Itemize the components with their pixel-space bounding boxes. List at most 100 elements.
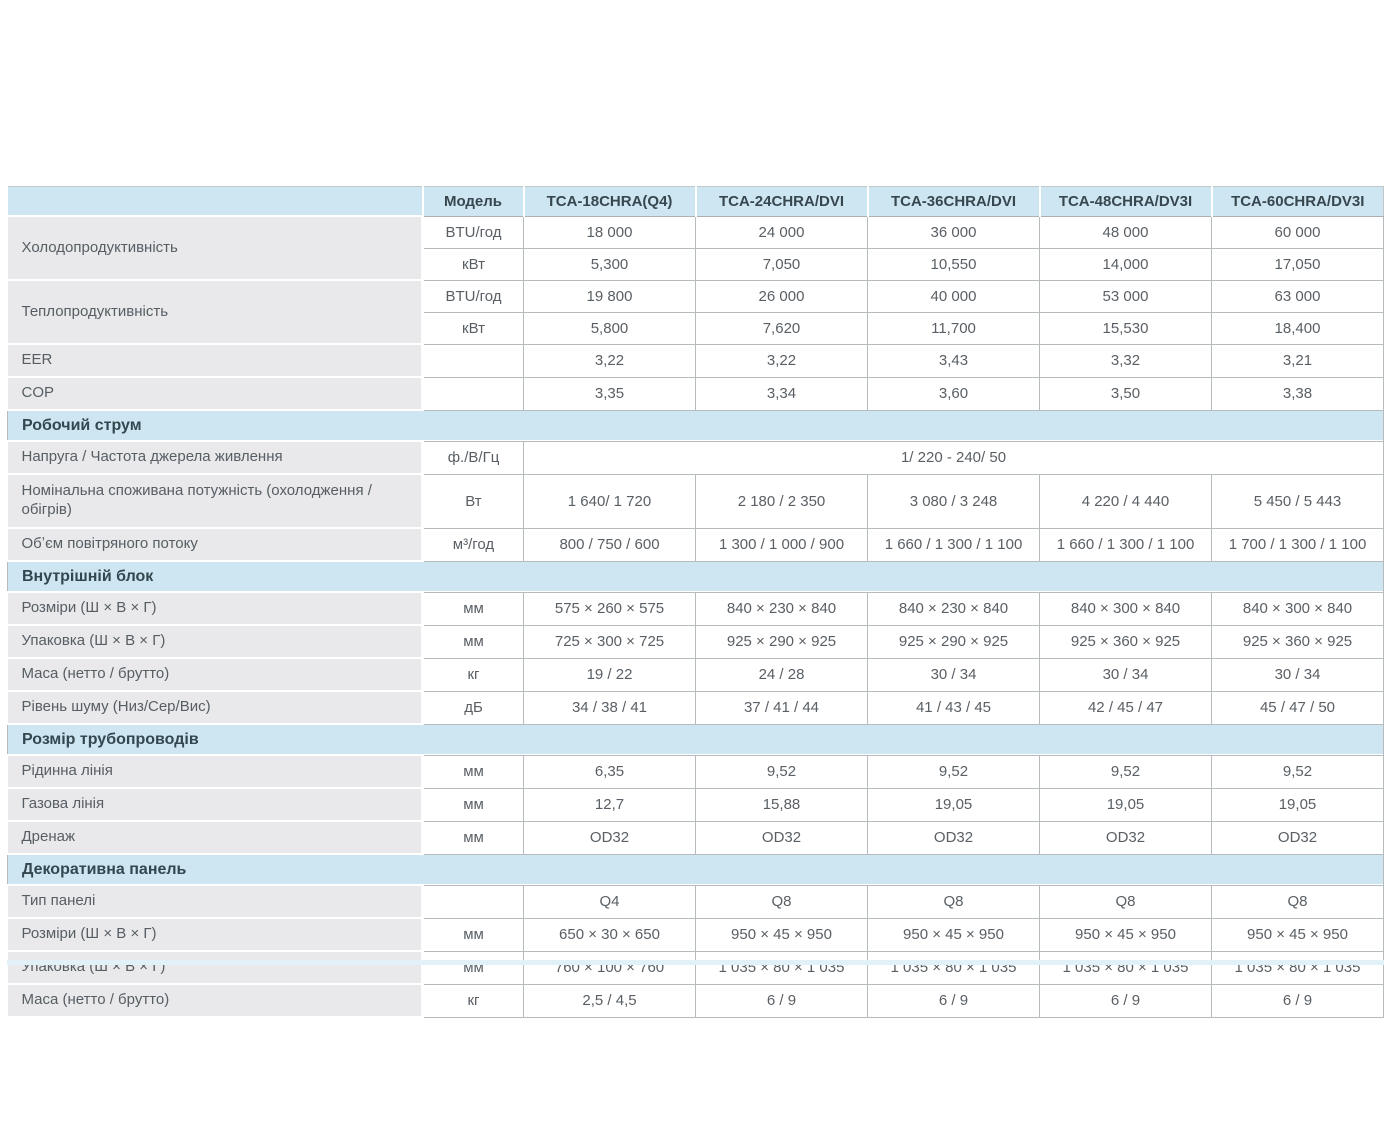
value-cell: 925 × 290 × 925 [695, 624, 868, 659]
section-row: Розмір трубопроводів [7, 723, 1384, 756]
section-header: Декоративна панель [7, 853, 1384, 886]
table-row: EER 3,22 3,22 3,43 3,32 3,21 [7, 343, 1384, 378]
value-cell: 950 × 45 × 950 [695, 917, 868, 952]
table-header: Модель TCA-18CHRA(Q4) TCA-24CHRA/DVI TCA-36… [7, 186, 1384, 217]
value-cell: Q8 [695, 884, 868, 919]
value-cell: 3,34 [695, 376, 868, 411]
value-cell: 6 / 9 [1211, 983, 1384, 1018]
row-label: Розміри (Ш × В × Г) [7, 591, 424, 626]
unit-cell: кВт [422, 247, 524, 281]
value-cell: 840 × 300 × 840 [1039, 591, 1212, 626]
value-cell: 1 700 / 1 300 / 1 100 [1211, 527, 1384, 562]
value-cell: Q4 [523, 884, 696, 919]
column-header: TCA-24CHRA/DVI [694, 186, 868, 217]
value-cell: 575 × 260 × 575 [523, 591, 696, 626]
row-label: Холодопродуктивність [7, 215, 424, 281]
table-bottom-accent [7, 960, 1384, 965]
value-cell: 11,700 [867, 311, 1040, 345]
row-label: Напруга / Частота джерела живлення [7, 440, 424, 475]
value-cell: 950 × 45 × 950 [1039, 917, 1212, 952]
value-cell: 1 660 / 1 300 / 1 100 [1039, 527, 1212, 562]
value-cell: OD32 [1039, 820, 1212, 855]
value-cell: OD32 [695, 820, 868, 855]
value-cell: 15,88 [695, 787, 868, 822]
value-cell: 5,300 [523, 247, 696, 281]
section-row: Робочий струм [7, 409, 1384, 442]
value-cell: 3,60 [867, 376, 1040, 411]
value-cell: 15,530 [1039, 311, 1212, 345]
value-cell: 6 / 9 [867, 983, 1040, 1018]
value-cell: 40 000 [867, 279, 1040, 313]
value-cell: 9,52 [1039, 754, 1212, 789]
value-cell: 840 × 300 × 840 [1211, 591, 1384, 626]
value-cell: 4 220 / 4 440 [1039, 473, 1212, 529]
value-cell: 41 / 43 / 45 [867, 690, 1040, 725]
table-row: Обʼєм повітряного потоку м³/год 800 / 750 … [7, 527, 1384, 562]
table-row: Газова лінія мм 12,7 15,88 19,05 19,05 19,05 [7, 787, 1384, 822]
value-cell: 6,35 [523, 754, 696, 789]
unit-cell: дБ [422, 690, 524, 725]
value-cell: 3,43 [867, 343, 1040, 378]
value-cell-span: 1/ 220 - 240/ 50 [523, 440, 1384, 475]
row-label: Упаковка (Ш × В × Г) [7, 950, 424, 985]
unit-cell: мм [422, 591, 524, 626]
value-cell: 19 / 22 [523, 657, 696, 692]
value-cell: 2 180 / 2 350 [695, 473, 868, 529]
table-row: Номінальна споживана потужність (охолодж… [7, 473, 1384, 529]
value-cell: 9,52 [695, 754, 868, 789]
table-row: Розміри (Ш × В × Г) мм 575 × 260 × 575 840 … [7, 591, 1384, 626]
value-cell: 9,52 [1211, 754, 1384, 789]
row-label: Тип панелі [7, 884, 424, 919]
value-cell: 10,550 [867, 247, 1040, 281]
row-label: Упаковка (Ш × В × Г) [7, 624, 424, 659]
value-cell: Q8 [1039, 884, 1212, 919]
value-cell: 1 660 / 1 300 / 1 100 [867, 527, 1040, 562]
value-cell: 3,50 [1039, 376, 1212, 411]
value-cell: 19,05 [1039, 787, 1212, 822]
table-row: кВт 5,800 7,620 11,700 15,530 18,400 [8, 311, 1384, 345]
row-label: Рідинна лінія [7, 754, 424, 789]
table-row: кВт 5,300 7,050 10,550 14,000 17,050 [8, 247, 1384, 281]
unit-cell: мм [422, 820, 524, 855]
value-cell: 6 / 9 [1039, 983, 1212, 1018]
column-header: TCA-36CHRA/DVI [866, 186, 1040, 217]
value-cell: 63 000 [1211, 279, 1384, 313]
table-row: Рівень шуму (Низ/Сер/Вис) дБ 34 / 38 / 41 3… [7, 690, 1384, 725]
section-row: Внутрішній блок [7, 560, 1384, 593]
value-cell: 17,050 [1211, 247, 1384, 281]
table-row: COP 3,35 3,34 3,60 3,50 3,38 [7, 376, 1384, 411]
value-cell: 7,620 [695, 311, 868, 345]
column-header: TCA-18CHRA(Q4) [522, 186, 696, 217]
section-header: Робочий струм [7, 409, 1384, 442]
row-label: Маса (нетто / брутто) [7, 983, 424, 1018]
section-header: Розмір трубопроводів [7, 723, 1384, 756]
column-header: TCA-48CHRA/DV3I [1038, 186, 1212, 217]
row-label: Дренаж [7, 820, 424, 855]
unit-cell: м³/год [422, 527, 524, 562]
header-spacer [7, 186, 423, 217]
table-row: Рідинна лінія мм 6,35 9,52 9,52 9,52 9,52 [7, 754, 1384, 789]
value-cell: 3,21 [1211, 343, 1384, 378]
unit-cell: мм [422, 754, 524, 789]
unit-cell [422, 343, 524, 378]
value-cell: 650 × 30 × 650 [523, 917, 696, 952]
table-row: Упаковка (Ш × В × Г) мм 725 × 300 × 725 925… [7, 624, 1384, 659]
value-cell: 840 × 230 × 840 [695, 591, 868, 626]
value-cell: 60 000 [1211, 215, 1384, 249]
value-cell: 1 035 × 80 × 1 035 [1211, 950, 1384, 985]
value-cell: 30 / 34 [1039, 657, 1212, 692]
value-cell: 2,5 / 4,5 [523, 983, 696, 1018]
value-cell: 42 / 45 / 47 [1039, 690, 1212, 725]
unit-cell: ф./В/Гц [422, 440, 524, 475]
value-cell: 18,400 [1211, 311, 1384, 345]
table-row: Тип панелі Q4 Q8 Q8 Q8 Q8 [7, 884, 1384, 919]
value-cell: 3,22 [523, 343, 696, 378]
unit-cell [422, 376, 524, 411]
value-cell: 925 × 360 × 925 [1211, 624, 1384, 659]
value-cell: 800 / 750 / 600 [523, 527, 696, 562]
table-row: Дренаж мм OD32 OD32 OD32 OD32 OD32 [7, 820, 1384, 855]
unit-cell: мм [422, 950, 524, 985]
row-label: EER [7, 343, 424, 378]
value-cell: 45 / 47 / 50 [1211, 690, 1384, 725]
